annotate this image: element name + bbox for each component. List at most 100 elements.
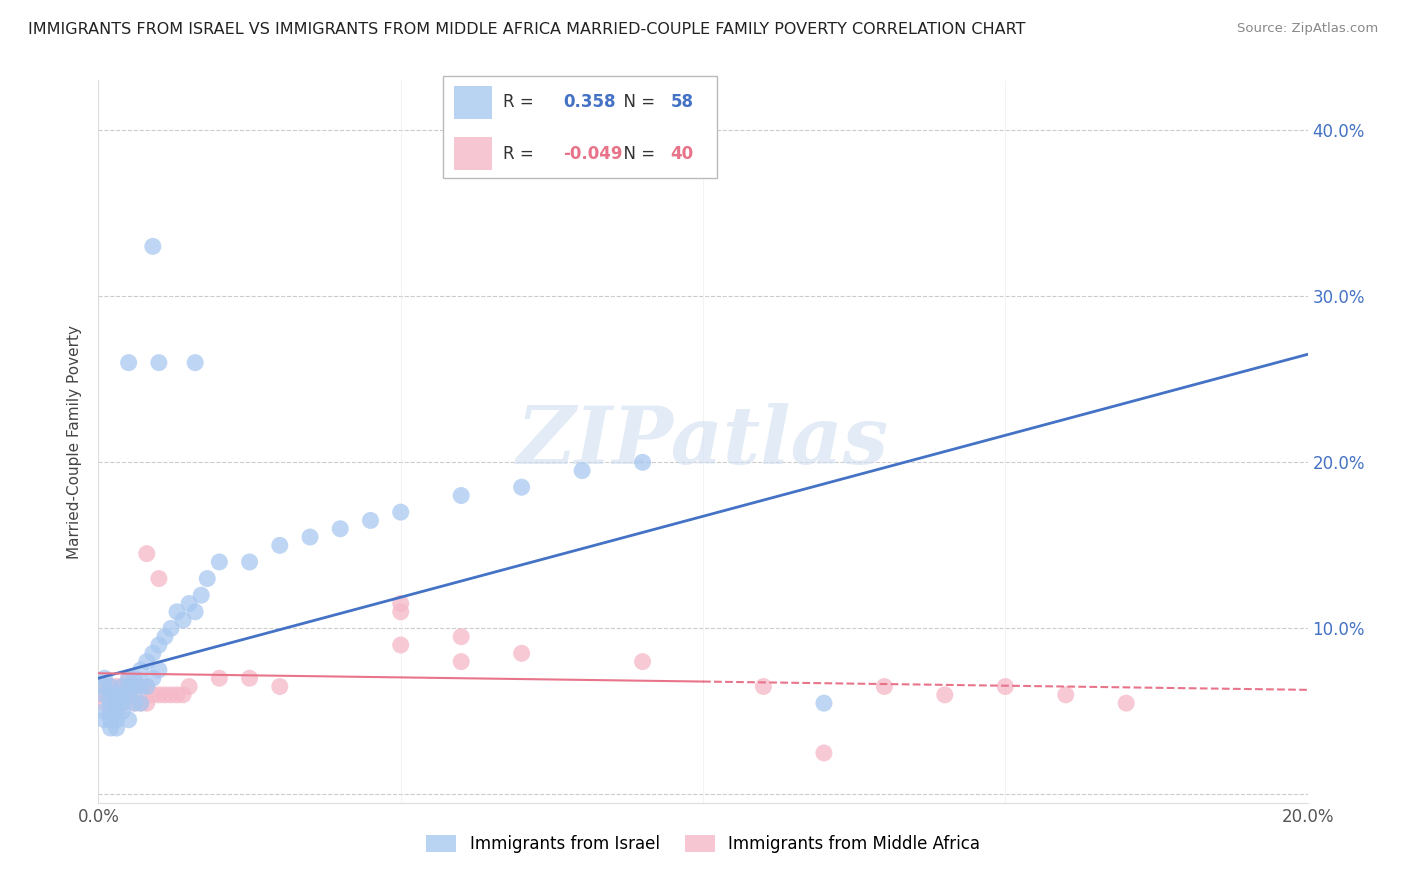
Point: [179, 597, 201, 611]
Point: [93, 680, 115, 694]
Point: [450, 630, 472, 644]
Point: [148, 663, 170, 677]
Point: [631, 123, 654, 137]
Point: [124, 680, 146, 694]
Point: [124, 696, 146, 710]
Point: [450, 655, 472, 669]
Point: [118, 680, 141, 694]
Point: [93, 688, 115, 702]
Point: [93, 705, 115, 719]
Point: [269, 680, 291, 694]
Point: [450, 489, 472, 503]
Point: [148, 638, 170, 652]
Y-axis label: Married-Couple Family Poverty: Married-Couple Family Poverty: [67, 325, 83, 558]
Text: Source: ZipAtlas.com: Source: ZipAtlas.com: [1237, 22, 1378, 36]
Point: [93, 688, 115, 702]
Text: R =: R =: [503, 94, 540, 112]
Point: [631, 455, 654, 469]
Point: [153, 630, 176, 644]
Point: [124, 696, 146, 710]
Point: [105, 705, 128, 719]
Point: [389, 597, 412, 611]
Point: [184, 605, 207, 619]
Point: [111, 705, 134, 719]
Point: [100, 688, 122, 702]
Point: [360, 513, 382, 527]
Point: [1054, 688, 1077, 702]
Point: [100, 680, 122, 694]
Point: [111, 680, 134, 694]
Point: [208, 555, 231, 569]
Point: [100, 721, 122, 735]
Point: [510, 480, 533, 494]
Point: [166, 605, 188, 619]
Point: [179, 680, 201, 694]
Point: [93, 696, 115, 710]
Point: [105, 721, 128, 735]
Text: 58: 58: [671, 94, 693, 112]
Point: [389, 638, 412, 652]
Point: [105, 705, 128, 719]
Point: [118, 671, 141, 685]
Point: [100, 713, 122, 727]
Point: [160, 621, 183, 635]
Point: [135, 680, 157, 694]
Point: [269, 538, 291, 552]
Point: [100, 688, 122, 702]
Point: [129, 663, 152, 677]
Point: [148, 572, 170, 586]
Point: [100, 696, 122, 710]
Text: N =: N =: [613, 145, 661, 162]
FancyBboxPatch shape: [443, 76, 717, 178]
Point: [111, 696, 134, 710]
Point: [142, 688, 165, 702]
Legend: Immigrants from Israel, Immigrants from Middle Africa: Immigrants from Israel, Immigrants from …: [419, 828, 987, 860]
Point: [129, 696, 152, 710]
Point: [1115, 696, 1137, 710]
Point: [510, 646, 533, 660]
Point: [100, 696, 122, 710]
Point: [129, 680, 152, 694]
Point: [172, 688, 194, 702]
Point: [389, 605, 412, 619]
Point: [105, 688, 128, 702]
Point: [873, 680, 896, 694]
Point: [93, 680, 115, 694]
Text: ZIPatlas: ZIPatlas: [517, 403, 889, 480]
Point: [118, 688, 141, 702]
Point: [93, 713, 115, 727]
Point: [172, 613, 194, 627]
Text: IMMIGRANTS FROM ISRAEL VS IMMIGRANTS FROM MIDDLE AFRICA MARRIED-COUPLE FAMILY PO: IMMIGRANTS FROM ISRAEL VS IMMIGRANTS FRO…: [28, 22, 1025, 37]
Text: 40: 40: [671, 145, 693, 162]
Point: [124, 680, 146, 694]
Point: [190, 588, 212, 602]
Point: [118, 671, 141, 685]
Point: [135, 547, 157, 561]
Point: [105, 688, 128, 702]
Point: [118, 356, 141, 370]
Point: [148, 356, 170, 370]
Text: R =: R =: [503, 145, 540, 162]
Point: [153, 688, 176, 702]
Point: [105, 713, 128, 727]
Point: [100, 680, 122, 694]
Point: [160, 688, 183, 702]
Point: [105, 680, 128, 694]
Bar: [454, 137, 492, 170]
Point: [135, 680, 157, 694]
Point: [813, 696, 835, 710]
Point: [135, 696, 157, 710]
Point: [184, 356, 207, 370]
Point: [195, 572, 218, 586]
Point: [631, 655, 654, 669]
Text: -0.049: -0.049: [564, 145, 623, 162]
Point: [813, 746, 835, 760]
Point: [129, 696, 152, 710]
Point: [135, 655, 157, 669]
Point: [129, 680, 152, 694]
Point: [105, 696, 128, 710]
Point: [111, 688, 134, 702]
Point: [299, 530, 322, 544]
Point: [239, 671, 262, 685]
Point: [329, 522, 352, 536]
